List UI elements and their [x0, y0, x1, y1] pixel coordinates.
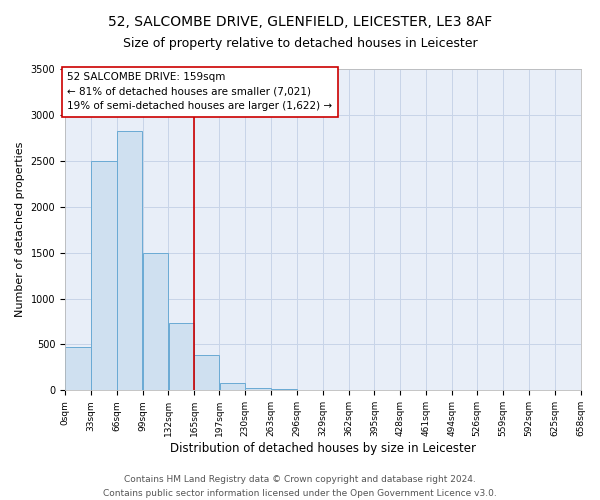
Bar [65, 347, 91, 391]
Text: 52 SALCOMBE DRIVE: 159sqm
← 81% of detached houses are smaller (7,021)
19% of se: 52 SALCOMBE DRIVE: 159sqm ← 81% of detac… [67, 72, 332, 112]
Bar [169, 324, 194, 390]
Bar [245, 388, 271, 390]
Text: 52, SALCOMBE DRIVE, GLENFIELD, LEICESTER, LE3 8AF: 52, SALCOMBE DRIVE, GLENFIELD, LEICESTER… [108, 15, 492, 29]
Bar [91, 161, 116, 390]
Y-axis label: Number of detached properties: Number of detached properties [15, 142, 25, 318]
Bar [220, 383, 245, 390]
Bar [117, 132, 142, 390]
Text: Size of property relative to detached houses in Leicester: Size of property relative to detached ho… [122, 38, 478, 51]
Bar [194, 356, 219, 390]
X-axis label: Distribution of detached houses by size in Leicester: Distribution of detached houses by size … [170, 442, 476, 455]
Bar [143, 252, 168, 390]
Text: Contains HM Land Registry data © Crown copyright and database right 2024.
Contai: Contains HM Land Registry data © Crown c… [103, 476, 497, 498]
